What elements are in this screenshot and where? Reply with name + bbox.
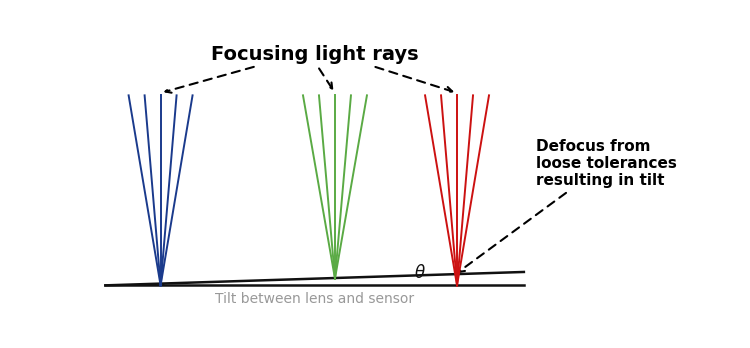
Text: Focusing light rays: Focusing light rays xyxy=(211,45,419,64)
Text: Tilt between lens and sensor: Tilt between lens and sensor xyxy=(215,292,414,306)
Text: Defocus from
loose tolerances
resulting in tilt: Defocus from loose tolerances resulting … xyxy=(458,139,676,272)
Text: θ: θ xyxy=(414,264,424,282)
